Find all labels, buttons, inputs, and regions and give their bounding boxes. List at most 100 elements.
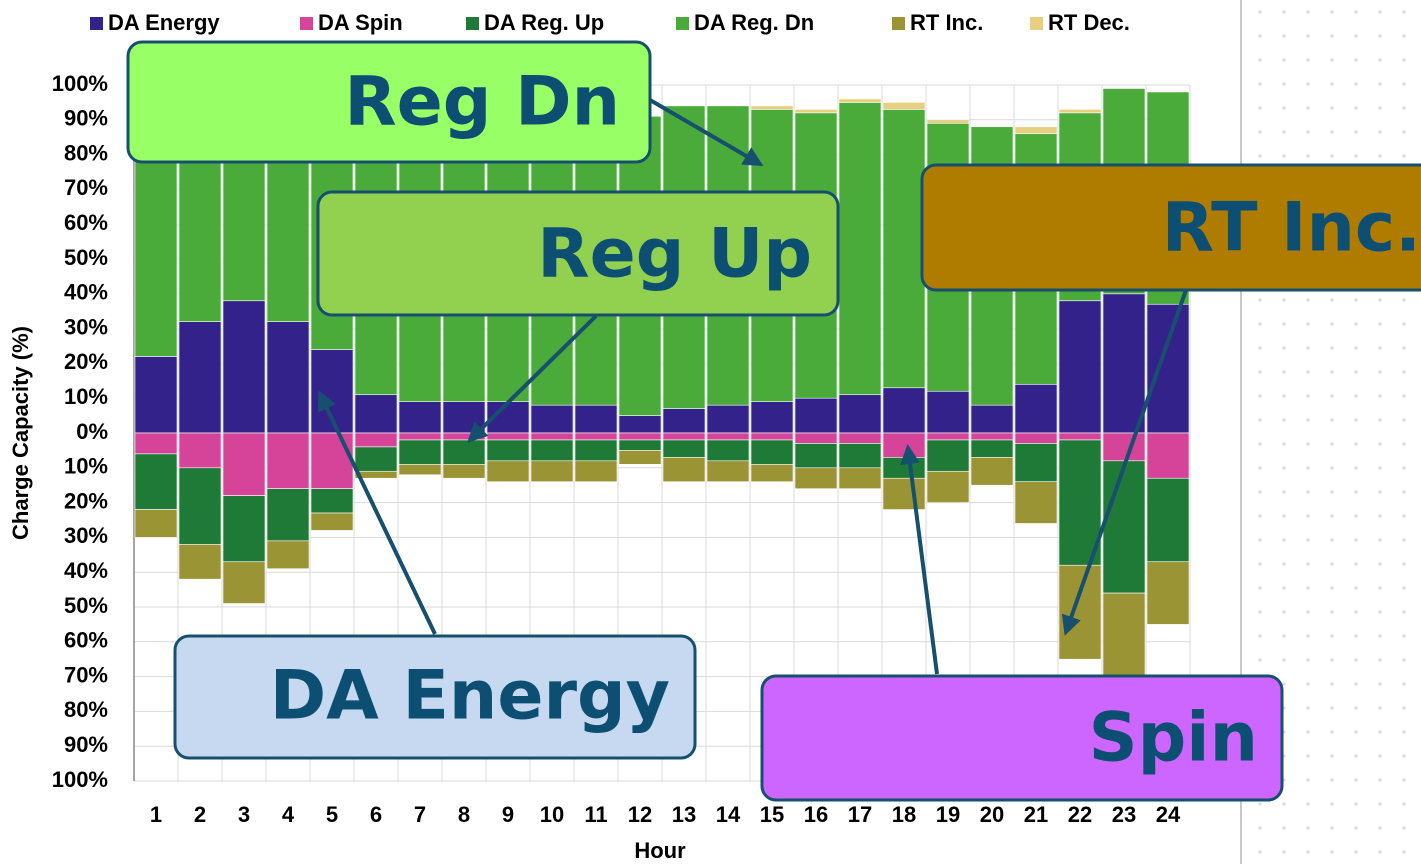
- bar-segment: [794, 443, 838, 469]
- bar-segment: [310, 488, 354, 514]
- x-tick-label: 18: [892, 802, 916, 827]
- legend-swatch: [676, 17, 689, 30]
- bar-segment: [178, 321, 222, 434]
- bar-segment: [354, 470, 398, 479]
- bar-segment: [530, 439, 574, 462]
- bar-segment: [486, 432, 530, 441]
- callouts: Reg Dn Reg Up RT Inc. DA Energy Spin: [126, 40, 1421, 802]
- bar-segment: [926, 439, 970, 472]
- y-tick-label: 80%: [64, 140, 108, 165]
- bar-segment: [178, 432, 222, 469]
- bar-segment: [486, 439, 530, 462]
- arrow: [648, 98, 764, 167]
- y-tick-label: 40%: [64, 558, 108, 583]
- bar-segment: [794, 109, 838, 114]
- x-tick-label: 5: [326, 802, 338, 827]
- bar-segment: [1014, 481, 1058, 524]
- x-tick-label: 7: [414, 802, 426, 827]
- y-tick-label: 40%: [64, 280, 108, 305]
- y-tick-label: 90%: [64, 106, 108, 131]
- bar-segment: [1058, 300, 1102, 434]
- bar-segment: [750, 439, 794, 465]
- bar-segment: [1146, 477, 1190, 563]
- y-tick-label: 70%: [64, 662, 108, 687]
- bar-segment: [398, 439, 442, 465]
- bar-segment: [398, 432, 442, 441]
- x-tick-label: 20: [980, 802, 1004, 827]
- bar-segment: [970, 439, 1014, 458]
- bar-segment: [1014, 126, 1058, 135]
- x-tick-label: 2: [194, 802, 206, 827]
- legend-label: DA Reg. Up: [484, 10, 604, 35]
- bar-segment: [926, 390, 970, 434]
- y-tick-label: 70%: [64, 175, 108, 200]
- bar-segment: [662, 432, 706, 441]
- bar-segment: [486, 460, 530, 483]
- bar-segment: [178, 544, 222, 580]
- y-tick-label: 20%: [64, 488, 108, 513]
- y-tick-label: 30%: [64, 523, 108, 548]
- callout-box: [920, 163, 1421, 292]
- bar-segment: [354, 394, 398, 434]
- bar-segment: [134, 356, 178, 434]
- bar-segment: [750, 432, 794, 441]
- bar-segment: [310, 512, 354, 531]
- arrow: [317, 390, 437, 635]
- bar-segment: [838, 443, 882, 469]
- legend-swatch: [466, 17, 479, 30]
- callout-box: [760, 674, 1284, 802]
- y-tick-label: 30%: [64, 314, 108, 339]
- bar-segment: [618, 450, 662, 465]
- bar-segment: [310, 432, 354, 489]
- bar-segment: [1102, 432, 1146, 462]
- y-axis-title: Charge Capacity (%): [8, 326, 33, 540]
- y-tick-label: 0%: [76, 419, 108, 444]
- x-tick-label: 3: [238, 802, 250, 827]
- bar-segment: [1102, 460, 1146, 594]
- bar-segment: [794, 397, 838, 434]
- bar-segment: [618, 439, 662, 451]
- bar-segment: [1146, 561, 1190, 625]
- arrow: [467, 314, 598, 443]
- y-tick-label: 60%: [64, 210, 108, 235]
- arrow: [900, 444, 939, 675]
- arrow: [1061, 289, 1188, 636]
- bar-segment: [926, 432, 970, 441]
- bar-segment: [882, 477, 926, 510]
- bar-segment: [838, 432, 882, 444]
- callout-box: [173, 634, 697, 760]
- bar-segment: [838, 98, 882, 103]
- bar-segment: [1014, 383, 1058, 434]
- callout-box: [126, 40, 652, 164]
- bar-segment: [970, 432, 1014, 441]
- bar-segment: [970, 457, 1014, 486]
- callout-label: DA Energy: [270, 657, 670, 736]
- y-tick-label: 60%: [64, 628, 108, 653]
- bar-segment: [750, 105, 794, 110]
- legend-swatch: [300, 17, 313, 30]
- bar-segment: [1146, 303, 1190, 434]
- y-tick-label: 10%: [64, 384, 108, 409]
- bar-segment: [794, 432, 838, 444]
- bar-segment: [574, 432, 618, 441]
- bar-segment: [794, 467, 838, 489]
- bar-segment: [398, 401, 442, 434]
- y-tick-label: 10%: [64, 454, 108, 479]
- bar-segment: [706, 404, 750, 434]
- bar-segment: [1058, 432, 1102, 441]
- bar-segment: [1102, 293, 1146, 434]
- x-axis-title: Hour: [634, 838, 686, 863]
- bar-segment: [662, 408, 706, 434]
- x-tick-label: 16: [804, 802, 828, 827]
- bar-segment: [530, 404, 574, 434]
- bar-segment: [530, 460, 574, 483]
- bar-segment: [530, 432, 574, 441]
- bar-segment: [706, 439, 750, 462]
- x-tick-label: 14: [716, 802, 741, 827]
- bar-segment: [1014, 432, 1058, 444]
- bar-segment: [1058, 564, 1102, 660]
- bar-segment: [354, 432, 398, 448]
- bar-segment: [574, 439, 618, 462]
- bar-segment: [222, 300, 266, 434]
